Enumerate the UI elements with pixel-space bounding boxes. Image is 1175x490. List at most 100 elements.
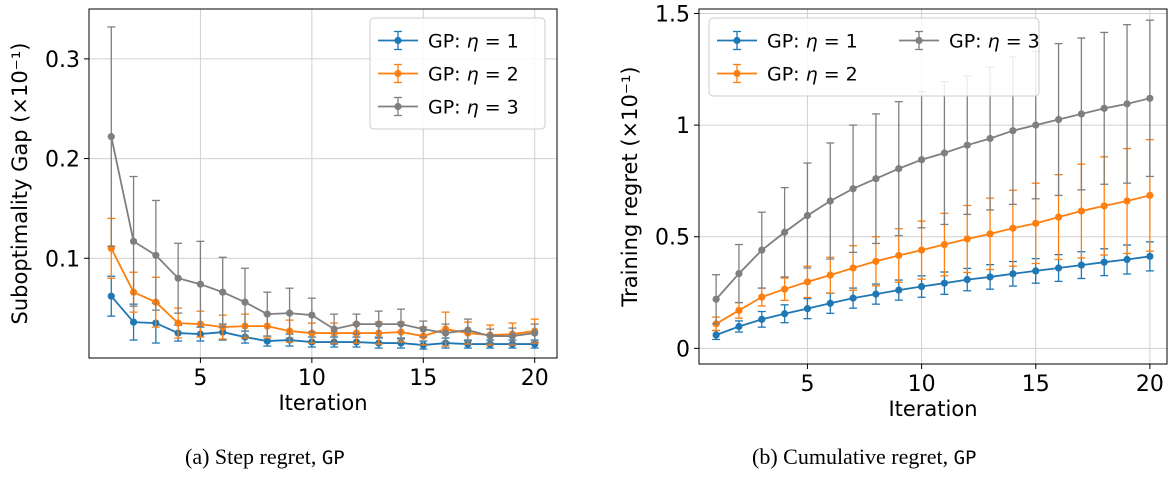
legend-entry-3: GP: η = 3 (899, 31, 1040, 53)
series-line (715, 194, 1151, 325)
data-point (1054, 115, 1063, 124)
legend-entry-1: GP: η = 1 (717, 31, 858, 53)
series-line (715, 97, 1151, 300)
data-point (895, 165, 903, 173)
legend-label-symbol: η (806, 31, 818, 53)
data-point (1009, 270, 1017, 278)
legend-label: GP: η = 3 (949, 31, 1040, 53)
legend-box (369, 17, 546, 130)
data-point (917, 246, 926, 254)
x-tick-label: 20 (521, 366, 549, 391)
data-point (872, 257, 880, 265)
data-point (963, 235, 971, 243)
data-point (781, 310, 789, 318)
legend-label: GP: η = 1 (767, 31, 858, 53)
data-point (1032, 121, 1040, 129)
data-point (174, 319, 182, 327)
data-point (308, 311, 316, 319)
data-point (1123, 255, 1131, 264)
legend-marker (394, 102, 402, 111)
data-point (735, 306, 743, 315)
y-tick-label: 0.2 (45, 148, 80, 173)
legend-marker (733, 69, 741, 78)
legend-label-suffix: = 1 (479, 31, 519, 53)
plot-frame (88, 8, 558, 359)
chart-cumulative: 5 10 15 20 0 0.5 1 1.5 Iteration Training regret … (618, 2, 1168, 421)
caption-b-code: GP (953, 447, 977, 469)
data-point (1123, 100, 1131, 108)
y-tick-label: 0.3 (45, 48, 80, 73)
legend-marker (915, 36, 923, 45)
series-3 (107, 26, 539, 345)
legend-label-prefix: GP: (428, 31, 467, 53)
data-point (712, 331, 720, 339)
y-axis-label: Training regret (×10⁻¹) (618, 66, 642, 307)
data-point (1146, 191, 1154, 200)
chart-step: 5 10 15 20 0.1 0.2 0.3 Iteration Suboptimality G… (8, 8, 558, 415)
x-tick-label: 20 (1136, 372, 1164, 397)
data-point (152, 251, 160, 259)
data-point (1077, 261, 1085, 269)
x-tick-label: 5 (800, 372, 814, 397)
data-point (486, 332, 494, 340)
data-point (129, 318, 138, 326)
legend-label: GP: η = 2 (428, 64, 519, 86)
x-tick-label: 10 (298, 366, 326, 391)
legend-label-suffix: = 2 (818, 64, 858, 86)
legend-label-suffix: = 1 (818, 31, 858, 53)
series-line (110, 247, 535, 337)
legend-label-suffix: = 3 (1000, 31, 1040, 53)
y-tick-label: 0.1 (45, 247, 80, 272)
data-point (781, 228, 789, 236)
data-point (826, 197, 834, 205)
y-tick-label: 0 (676, 337, 690, 362)
data-point (872, 175, 880, 183)
data-point (219, 288, 227, 296)
data-point (531, 329, 539, 337)
data-point (419, 325, 427, 333)
legend-label-prefix: GP: (767, 64, 806, 86)
legend-box (708, 17, 1040, 97)
legend-label-symbol: η (467, 64, 479, 86)
data-point (1100, 258, 1108, 266)
data-point (758, 246, 766, 254)
series-line (715, 255, 1151, 336)
data-point (107, 133, 115, 141)
data-point (174, 274, 182, 282)
x-tick-label: 10 (908, 372, 936, 397)
legend-label-symbol: η (467, 97, 479, 119)
data-point (464, 326, 472, 334)
caption-b: (b) Cumulative regret, GP (752, 444, 977, 470)
data-point (803, 278, 812, 286)
data-point (263, 310, 271, 318)
data-point (826, 299, 834, 307)
legend: GP: η = 1GP: η = 2GP: η = 3 (708, 17, 1040, 97)
legend-label-prefix: GP: (767, 31, 806, 53)
data-point (986, 230, 994, 238)
x-tick-label: 15 (409, 366, 437, 391)
data-point (1077, 207, 1085, 215)
data-point (917, 156, 926, 164)
data-point (397, 339, 405, 347)
series-line (110, 136, 535, 337)
data-point (196, 280, 205, 288)
data-point (917, 282, 926, 291)
data-point (1009, 127, 1017, 135)
data-point (1054, 213, 1063, 221)
legend-label-prefix: GP: (428, 97, 467, 119)
x-axis-label: Iteration (278, 391, 367, 415)
caption-a-text: (a) Step regret, (185, 444, 322, 469)
data-point (826, 271, 834, 279)
data-point (1077, 110, 1085, 118)
data-point (803, 211, 812, 220)
data-point (129, 237, 138, 245)
data-point (849, 185, 857, 193)
y-tick-label: 1 (676, 114, 690, 139)
series-1 (107, 275, 539, 350)
data-point (735, 269, 743, 278)
data-point (940, 279, 949, 287)
data-point (963, 141, 971, 149)
legend-entry-3: GP: η = 3 (378, 97, 519, 119)
data-point (107, 292, 115, 300)
